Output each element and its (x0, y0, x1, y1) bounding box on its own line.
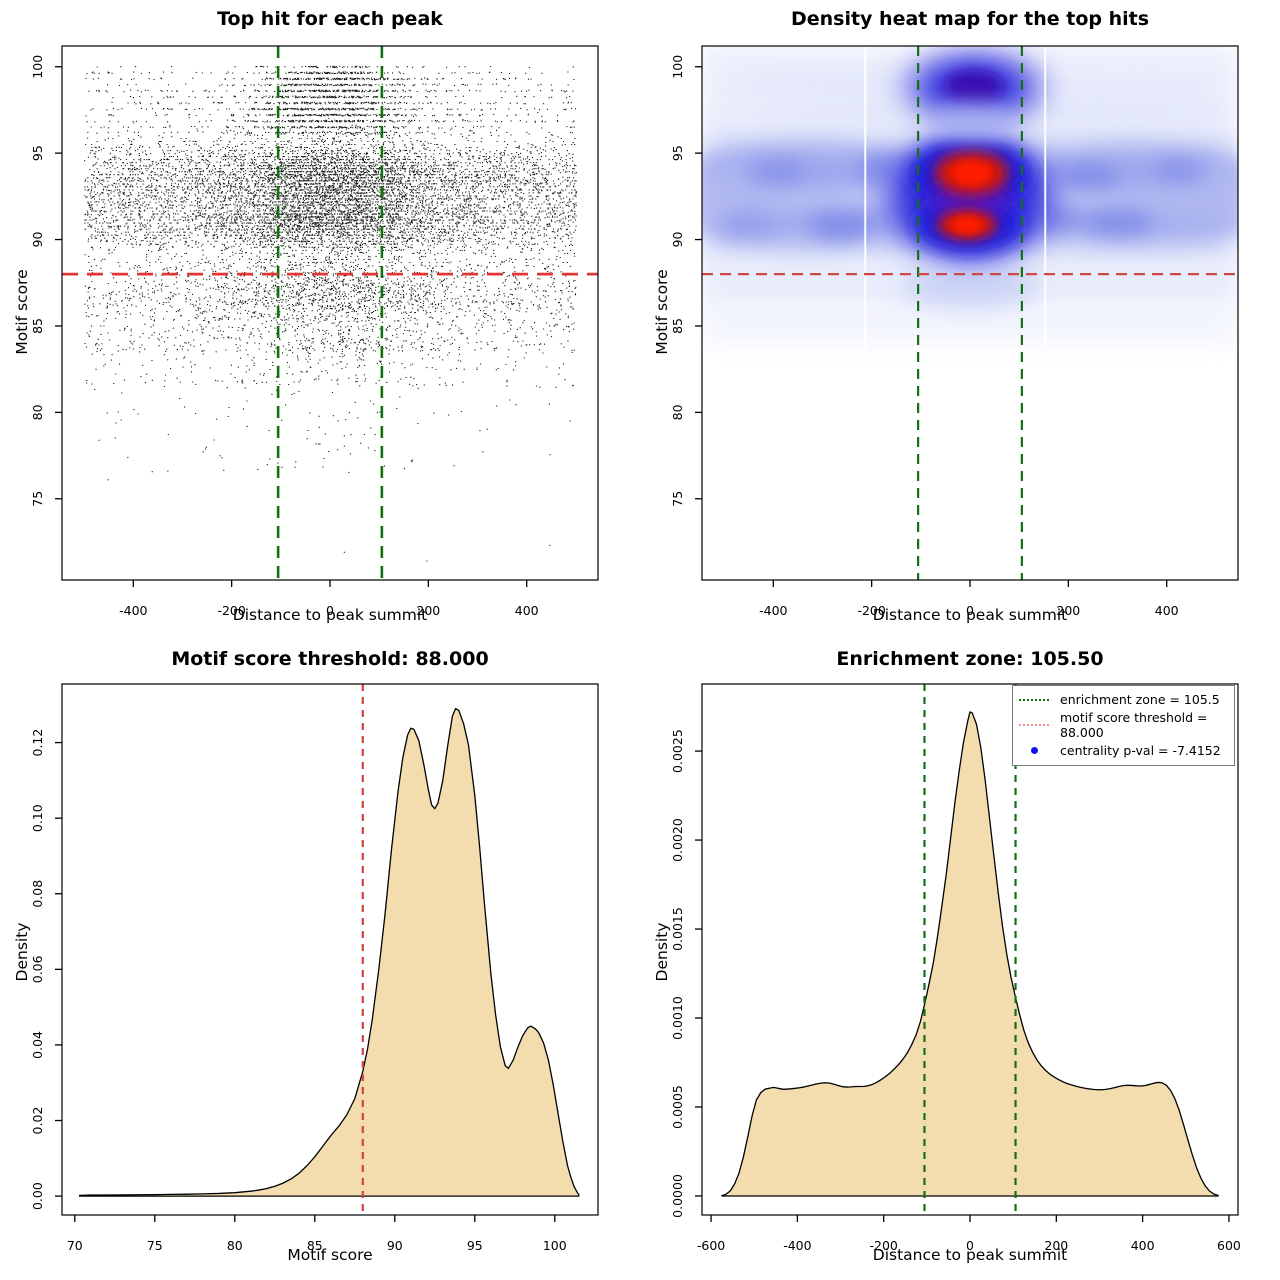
score-density-ylabel: Density (13, 922, 31, 982)
axes: 70 75 80 85 90 95 100 0.00 0.02 0.04 0.06 0.08 0.10 0… (30, 729, 567, 1253)
plot-box (61, 45, 599, 581)
svg-text:95: 95 (30, 145, 45, 161)
distance-density-xlabel: Distance to peak summit (872, 1246, 1068, 1264)
scatter-ylabel: Motif score (13, 269, 31, 355)
legend-row-motif-threshold: motif score threshold = 88.000 (1019, 710, 1228, 740)
svg-text:400: 400 (515, 603, 539, 618)
svg-text:0.0005: 0.0005 (670, 1085, 685, 1129)
distance-density-ylabel: Density (653, 922, 671, 982)
svg-text:100: 100 (670, 55, 685, 79)
heatmap-ylabel: Motif score (653, 269, 671, 355)
svg-text:-200: -200 (217, 603, 245, 618)
svg-text:0.10: 0.10 (30, 804, 45, 832)
scatter-xlabel: Distance to peak summit (232, 606, 428, 624)
density-curve (721, 711, 1219, 1197)
red-dotted-line-icon (1019, 724, 1049, 726)
svg-text:0.06: 0.06 (30, 955, 45, 983)
svg-text:90: 90 (670, 232, 685, 248)
distance-density-plot: -600 -400 -200 0 200 400 600 0.0000 0.0005 0.0010… (670, 683, 1241, 1253)
legend-label: centrality p-val = -7.4152 (1060, 743, 1221, 758)
svg-text:-600: -600 (697, 1238, 725, 1253)
svg-text:0.0000: 0.0000 (670, 1174, 685, 1218)
svg-text:75: 75 (147, 1238, 163, 1253)
heatmap-title: Density heat map for the top hits (790, 8, 1150, 30)
plot-box (61, 683, 599, 1216)
panel-scatter: -400 -200 0 200 400 75 80 85 90 95 100 Top hit for… (0, 0, 640, 640)
svg-text:200: 200 (1056, 603, 1080, 618)
svg-text:0.12: 0.12 (30, 729, 45, 757)
svg-text:100: 100 (543, 1238, 567, 1253)
panel-score-density: 70 75 80 85 90 95 100 0.00 0.02 0.04 0.06 0.08 0.10 0… (0, 640, 640, 1280)
svg-text:0: 0 (326, 603, 334, 618)
svg-text:200: 200 (1044, 1238, 1068, 1253)
score-density-title: Motif score threshold: 88.000 (171, 648, 489, 670)
svg-text:-400: -400 (783, 1238, 811, 1253)
legend-row-enrichment-zone: enrichment zone = 105.5 (1019, 692, 1228, 707)
plot-legend: enrichment zone = 105.5 motif score thre… (1012, 685, 1235, 766)
svg-text:70: 70 (67, 1238, 83, 1253)
svg-text:200: 200 (416, 603, 440, 618)
svg-text:85: 85 (307, 1238, 323, 1253)
heatmap-density (702, 46, 1238, 580)
svg-text:0.0010: 0.0010 (670, 996, 685, 1040)
scatter-plot: -400 -200 0 200 400 75 80 85 90 95 100 (30, 45, 599, 618)
green-dotted-line-icon (1019, 698, 1049, 701)
panel-heatmap: -400 -200 0 200 400 75 80 85 90 95 100 Density hea… (640, 0, 1280, 640)
heatmap-plot: -400 -200 0 200 400 75 80 85 90 95 100 (670, 45, 1239, 618)
score-density-plot: 70 75 80 85 90 95 100 0.00 0.02 0.04 0.06 0.08 0.10 0… (30, 683, 599, 1253)
svg-text:-400: -400 (759, 603, 787, 618)
svg-text:0: 0 (966, 1238, 974, 1253)
axes: -600 -400 -200 0 200 400 600 0.0000 0.0005 0.0010… (670, 729, 1241, 1253)
svg-text:95: 95 (467, 1238, 483, 1253)
svg-text:80: 80 (670, 404, 685, 420)
svg-text:-200: -200 (857, 603, 885, 618)
svg-text:-200: -200 (870, 1238, 898, 1253)
svg-text:85: 85 (670, 318, 685, 334)
svg-text:80: 80 (30, 404, 45, 420)
axes: -400 -200 0 200 400 75 80 85 90 95 100 (30, 55, 539, 618)
blue-dot-icon (1019, 747, 1049, 754)
svg-text:400: 400 (1131, 1238, 1155, 1253)
scatter-points (84, 65, 577, 562)
svg-text:0.0015: 0.0015 (670, 907, 685, 951)
svg-text:0.0025: 0.0025 (670, 729, 685, 773)
svg-text:90: 90 (387, 1238, 403, 1253)
svg-text:400: 400 (1155, 603, 1179, 618)
svg-text:0.00: 0.00 (30, 1182, 45, 1210)
svg-text:600: 600 (1217, 1238, 1241, 1253)
svg-text:75: 75 (670, 491, 685, 507)
svg-text:100: 100 (30, 55, 45, 79)
legend-label: enrichment zone = 105.5 (1060, 692, 1220, 707)
svg-text:75: 75 (30, 491, 45, 507)
svg-text:85: 85 (30, 318, 45, 334)
distance-density-title: Enrichment zone: 105.50 (836, 648, 1104, 670)
score-density-xlabel: Motif score (287, 1246, 373, 1264)
svg-text:80: 80 (227, 1238, 243, 1253)
svg-text:0: 0 (966, 603, 974, 618)
legend-row-centrality-pval: centrality p-val = -7.4152 (1019, 743, 1228, 758)
svg-text:0.02: 0.02 (30, 1107, 45, 1135)
density-curve (78, 707, 580, 1197)
svg-text:-400: -400 (119, 603, 147, 618)
svg-text:95: 95 (670, 145, 685, 161)
legend-label: motif score threshold = 88.000 (1060, 710, 1208, 740)
svg-text:0.0020: 0.0020 (670, 818, 685, 862)
svg-text:0.08: 0.08 (30, 880, 45, 908)
heatmap-xlabel: Distance to peak summit (872, 606, 1068, 624)
scatter-title: Top hit for each peak (217, 8, 443, 30)
svg-text:0.04: 0.04 (30, 1031, 45, 1059)
panel-distance-density: -600 -400 -200 0 200 400 600 0.0000 0.0005 0.0010… (640, 640, 1280, 1280)
svg-text:90: 90 (30, 232, 45, 248)
axes: -400 -200 0 200 400 75 80 85 90 95 100 (670, 55, 1179, 618)
